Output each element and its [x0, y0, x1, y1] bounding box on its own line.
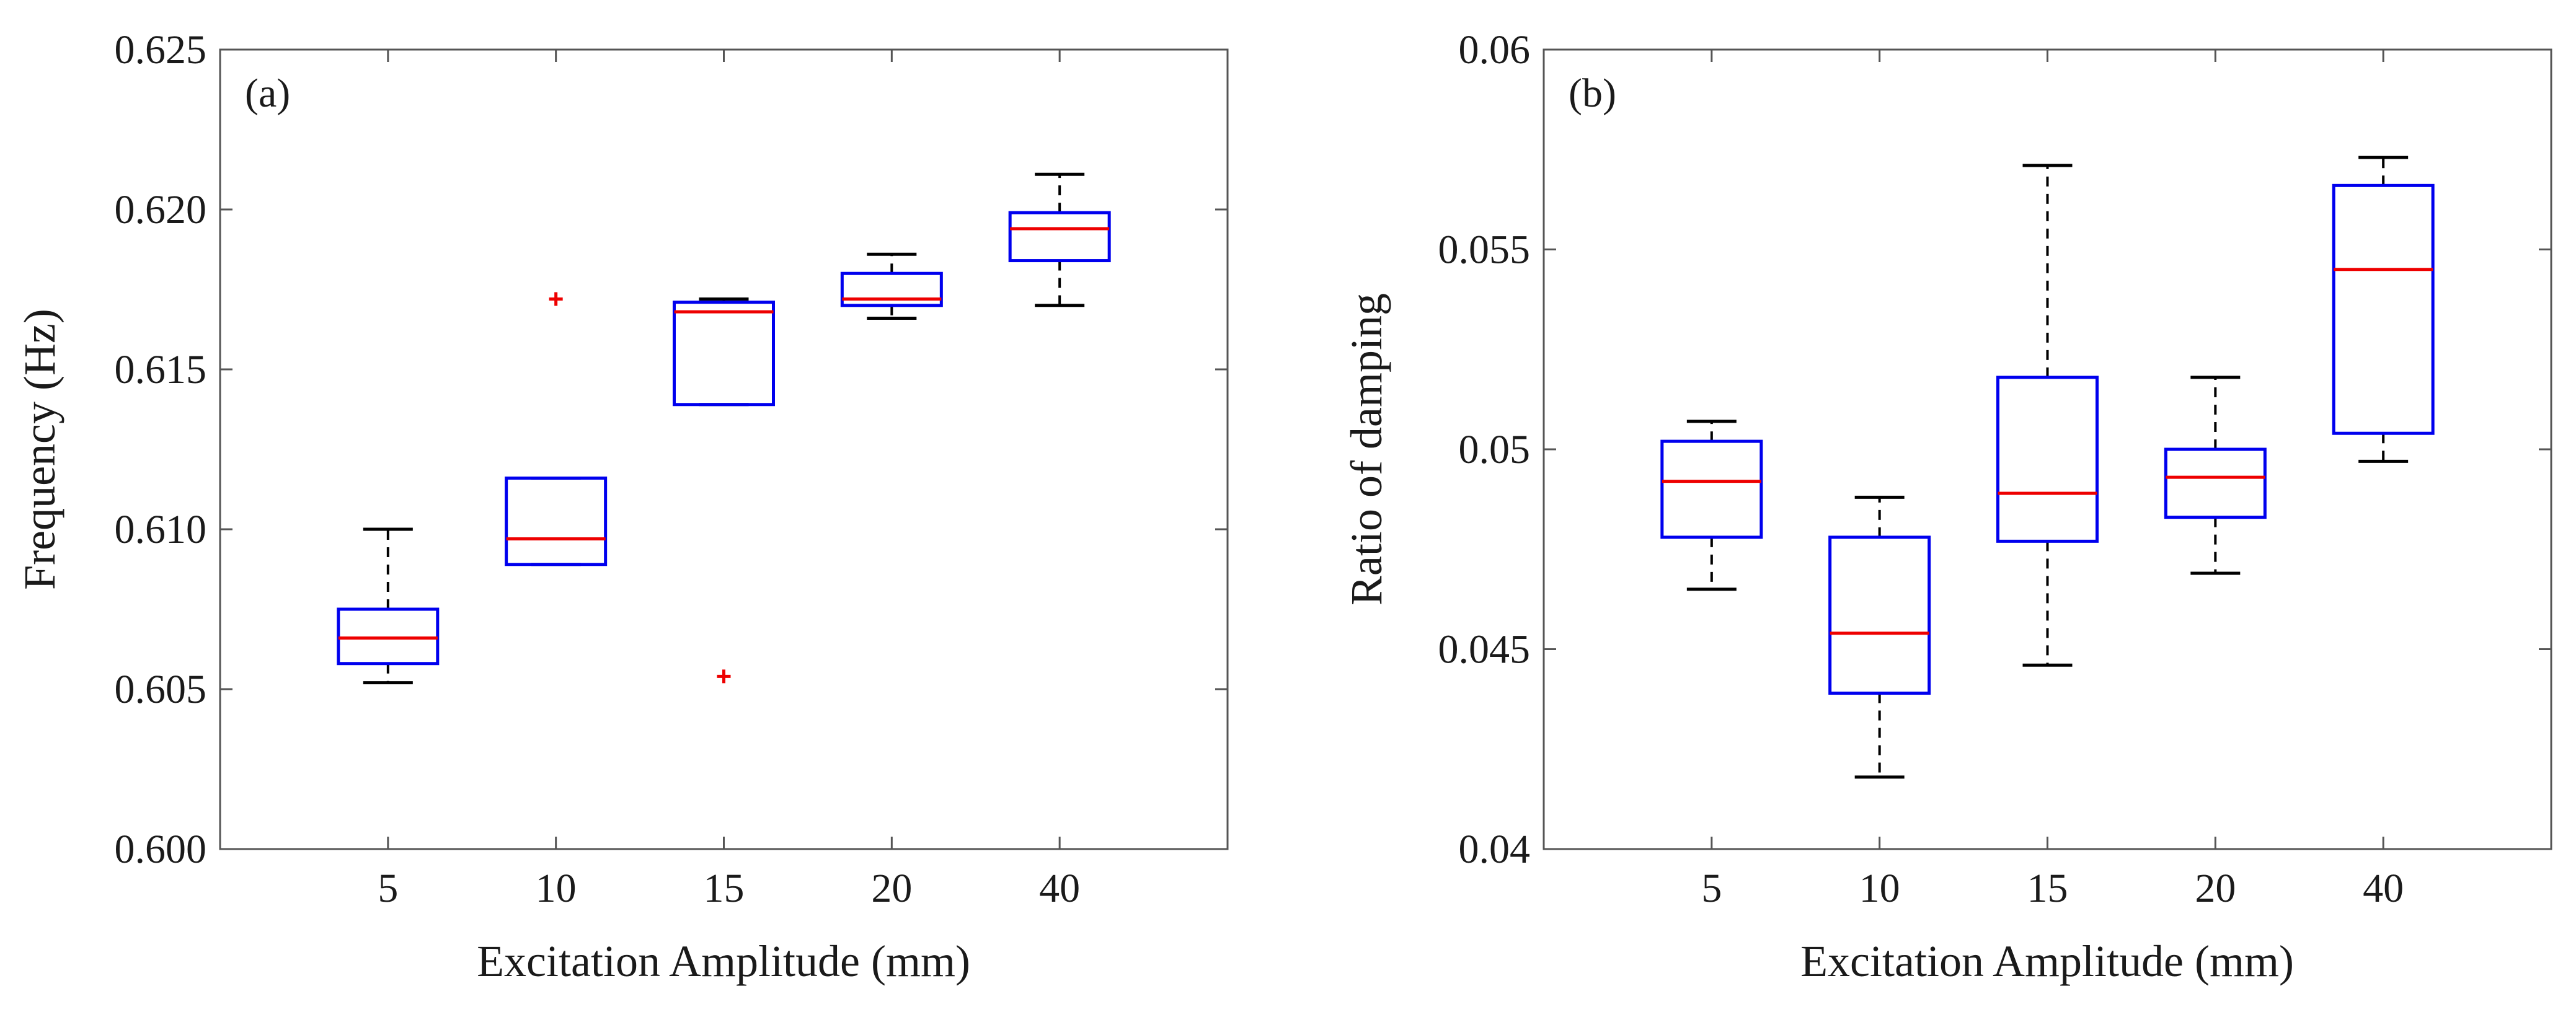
panel-a-y-tick-label: 0.615 — [115, 347, 207, 392]
panel-b-box-15 — [1996, 164, 2099, 667]
panel-b-x-tick-label: 15 — [2027, 866, 2068, 911]
interquartile-box — [505, 476, 608, 566]
panel-b-x-tick-label: 20 — [2195, 866, 2236, 911]
outlier-marker — [717, 669, 731, 684]
interquartile-box — [337, 607, 440, 666]
panel-a-x-tick-label: 40 — [1039, 866, 1080, 911]
panel-a-y-tick-label: 0.620 — [115, 187, 207, 232]
panel-b-box-40 — [2332, 156, 2435, 463]
panel-a-y-tick-label: 0.600 — [115, 827, 207, 872]
panel-b-box-20 — [2164, 376, 2267, 575]
panel-a-box-10 — [505, 292, 608, 566]
panel-a-plot-frame — [219, 48, 1229, 850]
panel-a-box-40 — [1008, 172, 1111, 307]
panel-b-plot-frame — [1543, 48, 2552, 850]
interquartile-box — [673, 301, 775, 407]
outlier-marker — [549, 292, 563, 306]
panel-b-x-tick-label: 40 — [2363, 866, 2404, 911]
panel-a-x-tick-label: 5 — [378, 866, 398, 911]
panel-b-y-tick-label: 0.04 — [1459, 827, 1531, 872]
panel-a-label: (a) — [245, 71, 290, 116]
interquartile-box — [1008, 211, 1111, 263]
panel-b-x-tick-label: 5 — [1701, 866, 1722, 911]
interquartile-box — [1828, 535, 1931, 695]
panel-a-x-tick-label: 10 — [536, 866, 577, 911]
interquartile-box — [1660, 439, 1763, 539]
panel-b-y-tick-label: 0.06 — [1459, 27, 1531, 73]
panel-a-marks — [337, 172, 1111, 685]
interquartile-box — [840, 271, 943, 307]
interquartile-box — [2332, 183, 2435, 435]
panel-b-y-tick-label: 0.05 — [1459, 427, 1531, 472]
panel-b-ticks: 0.04 0.045 0.05 0.055 0.06 5 10 15 20 40 — [1438, 27, 2551, 911]
panel-b-box-10 — [1828, 495, 1931, 779]
panel-b-x-axis-label: Excitation Amplitude (mm) — [1800, 936, 2294, 986]
panel-b-y-tick-label: 0.055 — [1438, 227, 1531, 273]
panel-a-box-15 — [673, 297, 775, 684]
panel-a-y-axis-label: Frequency (Hz) — [15, 309, 64, 590]
panel-b-y-axis-label: Ratio of damping — [1342, 293, 1391, 605]
panel-a-x-tick-label: 15 — [704, 866, 745, 911]
panel-a-box-5 — [337, 527, 440, 685]
interquartile-box — [1996, 376, 2099, 543]
panel-b-marks — [1660, 156, 2435, 779]
panel-b-x-tick-label: 10 — [1859, 866, 1900, 911]
panel-a-ticks: 0.600 0.605 0.610 0.615 0.620 0.625 5 10 15 20 40 — [115, 27, 1228, 911]
panel-a-box-20 — [840, 252, 943, 320]
panel-a-y-tick-label: 0.605 — [115, 667, 207, 712]
panel-b-label: (b) — [1569, 71, 1616, 116]
panel-a-y-tick-label: 0.610 — [115, 507, 207, 552]
panel-b: 0.04 0.045 0.05 0.055 0.06 5 10 15 20 40 (b) Exci… — [1342, 27, 2552, 986]
panel-b-y-tick-label: 0.045 — [1438, 627, 1531, 672]
panel-b-box-5 — [1660, 420, 1763, 591]
panel-a-x-tick-label: 20 — [871, 866, 912, 911]
interquartile-box — [2164, 447, 2267, 519]
panel-a-y-tick-label: 0.625 — [115, 27, 207, 73]
panel-a-x-axis-label: Excitation Amplitude (mm) — [477, 936, 970, 986]
